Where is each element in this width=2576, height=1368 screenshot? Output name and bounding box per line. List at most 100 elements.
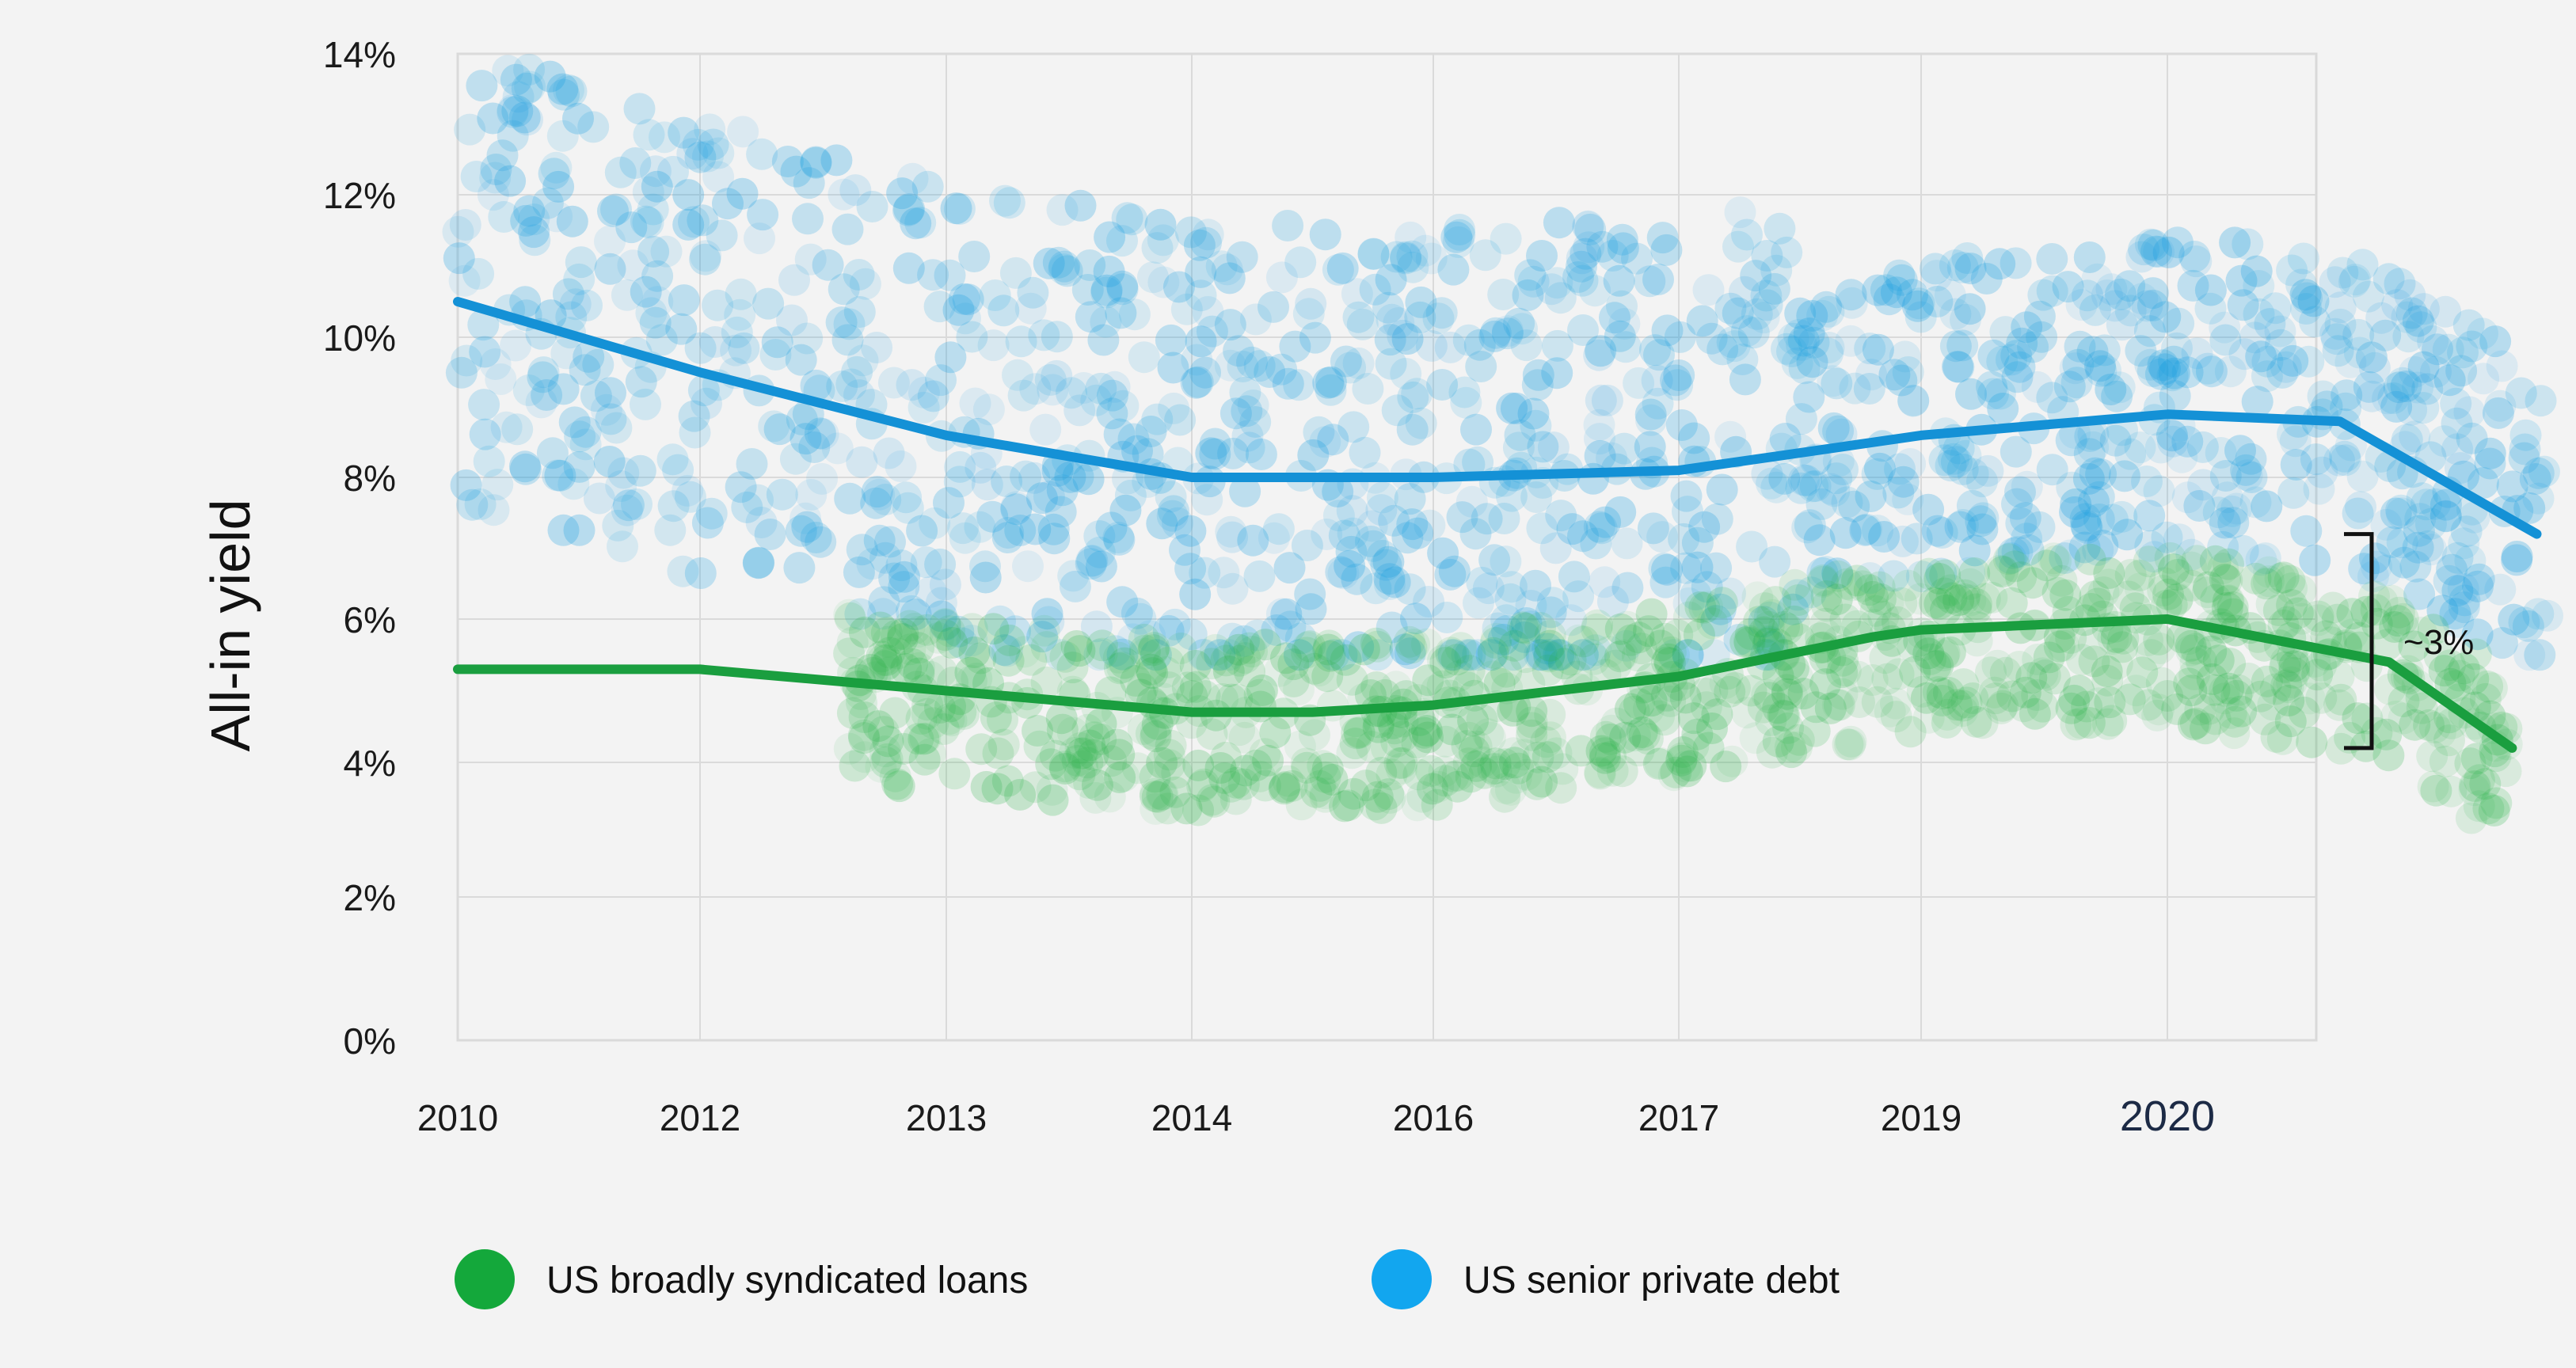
- scatter-point-private-debt: [1258, 522, 1290, 554]
- scatter-point-private-debt: [1562, 261, 1594, 293]
- scatter-point-private-debt: [2343, 336, 2376, 369]
- scatter-point-private-debt: [1446, 501, 1478, 534]
- scatter-point-syndicated-loans: [2154, 542, 2186, 574]
- scatter-point-private-debt: [1291, 530, 1323, 561]
- scatter-point-syndicated-loans: [1383, 747, 1416, 779]
- scatter-point-syndicated-loans: [927, 713, 960, 745]
- scatter-point-private-debt: [657, 155, 689, 188]
- scatter-point-private-debt: [617, 249, 649, 282]
- scatter-point-syndicated-loans: [1435, 636, 1467, 669]
- scatter-point-syndicated-loans: [956, 613, 988, 645]
- scatter-point-syndicated-loans: [2041, 576, 2074, 609]
- scatter-point-private-debt: [2078, 485, 2110, 518]
- scatter-point-private-debt: [1254, 356, 1286, 388]
- scatter-point-private-debt: [1776, 335, 1808, 367]
- scatter-point-syndicated-loans: [870, 644, 903, 676]
- scatter-point-private-debt: [451, 344, 483, 377]
- scatter-point-syndicated-loans: [1077, 739, 1109, 771]
- scatter-point-private-debt: [1378, 504, 1410, 537]
- scatter-point-syndicated-loans: [965, 733, 998, 766]
- scatter-point-syndicated-loans: [970, 770, 1003, 803]
- scatter-point-private-debt: [1041, 321, 1073, 353]
- scatter-point-syndicated-loans: [2175, 629, 2207, 662]
- scatter-point-syndicated-loans: [1410, 715, 1443, 747]
- scatter-point-private-debt: [611, 494, 643, 526]
- scatter-point-private-debt: [1695, 322, 1728, 355]
- scatter-point-syndicated-loans: [908, 743, 941, 776]
- scatter-point-private-debt: [1756, 467, 1788, 500]
- scatter-point-private-debt: [1356, 510, 1388, 542]
- scatter-point-private-debt: [694, 113, 726, 146]
- scatter-point-syndicated-loans: [1362, 711, 1395, 743]
- scatter-point-syndicated-loans: [2281, 597, 2314, 629]
- scatter-point-syndicated-loans: [980, 701, 1012, 734]
- scatter-point-private-debt: [1544, 282, 1577, 314]
- scatter-point-private-debt: [1771, 332, 1802, 365]
- scatter-point-private-debt: [2321, 323, 2353, 355]
- scatter-point-private-debt: [501, 413, 534, 446]
- scatter-point-private-debt: [2017, 331, 2049, 363]
- scatter-point-private-debt: [2346, 460, 2379, 492]
- scatter-point-private-debt: [1556, 513, 1589, 545]
- scatter-point-syndicated-loans: [1928, 636, 1961, 669]
- scatter-point-syndicated-loans: [1361, 781, 1394, 813]
- scatter-point-syndicated-loans: [1291, 751, 1323, 784]
- scatter-point-private-debt: [1938, 443, 1969, 475]
- scatter-point-private-debt: [1566, 264, 1599, 297]
- scatter-point-private-debt: [1038, 522, 1071, 555]
- scatter-point-private-debt: [2277, 344, 2309, 377]
- scatter-point-private-debt: [1862, 333, 1894, 366]
- scatter-point-syndicated-loans: [982, 737, 1014, 770]
- scatter-point-private-debt: [1835, 325, 1867, 357]
- scatter-point-private-debt: [1132, 438, 1164, 470]
- scatter-point-syndicated-loans: [1441, 770, 1474, 803]
- scatter-point-private-debt: [552, 278, 584, 310]
- scatter-point-private-debt: [1231, 395, 1263, 428]
- scatter-point-syndicated-loans: [1996, 587, 2028, 619]
- scatter-point-private-debt: [2474, 447, 2506, 480]
- scatter-point-private-debt: [1037, 374, 1069, 406]
- scatter-point-private-debt: [637, 193, 669, 226]
- scatter-point-private-debt: [2505, 377, 2537, 409]
- scatter-point-private-debt: [1233, 431, 1265, 464]
- scatter-point-private-debt: [2345, 491, 2376, 523]
- scatter-point-private-debt: [1034, 363, 1067, 396]
- scatter-point-private-debt: [546, 120, 579, 152]
- scatter-point-syndicated-loans: [1752, 610, 1785, 643]
- scatter-point-private-debt: [695, 497, 728, 530]
- scatter-point-private-debt: [800, 146, 832, 179]
- scatter-point-private-debt: [1106, 638, 1139, 671]
- scatter-point-syndicated-loans: [2043, 621, 2076, 653]
- scatter-point-private-debt: [1887, 466, 1920, 498]
- scatter-point-syndicated-loans: [902, 723, 934, 755]
- scatter-point-private-debt: [2407, 351, 2440, 383]
- scatter-point-syndicated-loans: [1625, 633, 1657, 665]
- scatter-point-private-debt: [540, 151, 573, 184]
- scatter-point-private-debt: [2311, 390, 2343, 423]
- scatter-point-private-debt: [2391, 301, 2423, 333]
- scatter-point-private-debt: [2346, 249, 2379, 281]
- scatter-point-syndicated-loans: [2361, 607, 2393, 640]
- scatter-point-syndicated-loans: [2195, 635, 2228, 667]
- scatter-point-private-debt: [843, 296, 876, 328]
- scatter-point-syndicated-loans: [2144, 633, 2176, 664]
- scatter-point-syndicated-loans: [2417, 614, 2449, 646]
- scatter-point-private-debt: [1984, 378, 2016, 410]
- scatter-point-private-debt: [1580, 527, 1612, 560]
- scatter-point-syndicated-loans: [1923, 587, 1956, 620]
- scatter-point-syndicated-loans: [1216, 683, 1248, 716]
- scatter-point-private-debt: [2220, 492, 2253, 525]
- scatter-point-syndicated-loans: [1277, 648, 1310, 681]
- scatter-point-private-debt: [2114, 270, 2146, 302]
- scatter-point-private-debt: [1951, 242, 1984, 274]
- scatter-point-private-debt: [1315, 374, 1347, 406]
- scatter-point-syndicated-loans: [1182, 794, 1215, 826]
- scatter-point-private-debt: [1714, 292, 1747, 325]
- scatter-point-private-debt: [798, 431, 831, 463]
- scatter-point-private-debt: [1414, 509, 1446, 542]
- scatter-point-syndicated-loans: [1935, 582, 1968, 614]
- scatter-point-private-debt: [1836, 287, 1868, 319]
- scatter-point-private-debt: [1603, 264, 1635, 297]
- scatter-point-syndicated-loans: [1534, 698, 1566, 731]
- scatter-point-syndicated-loans: [1336, 663, 1368, 696]
